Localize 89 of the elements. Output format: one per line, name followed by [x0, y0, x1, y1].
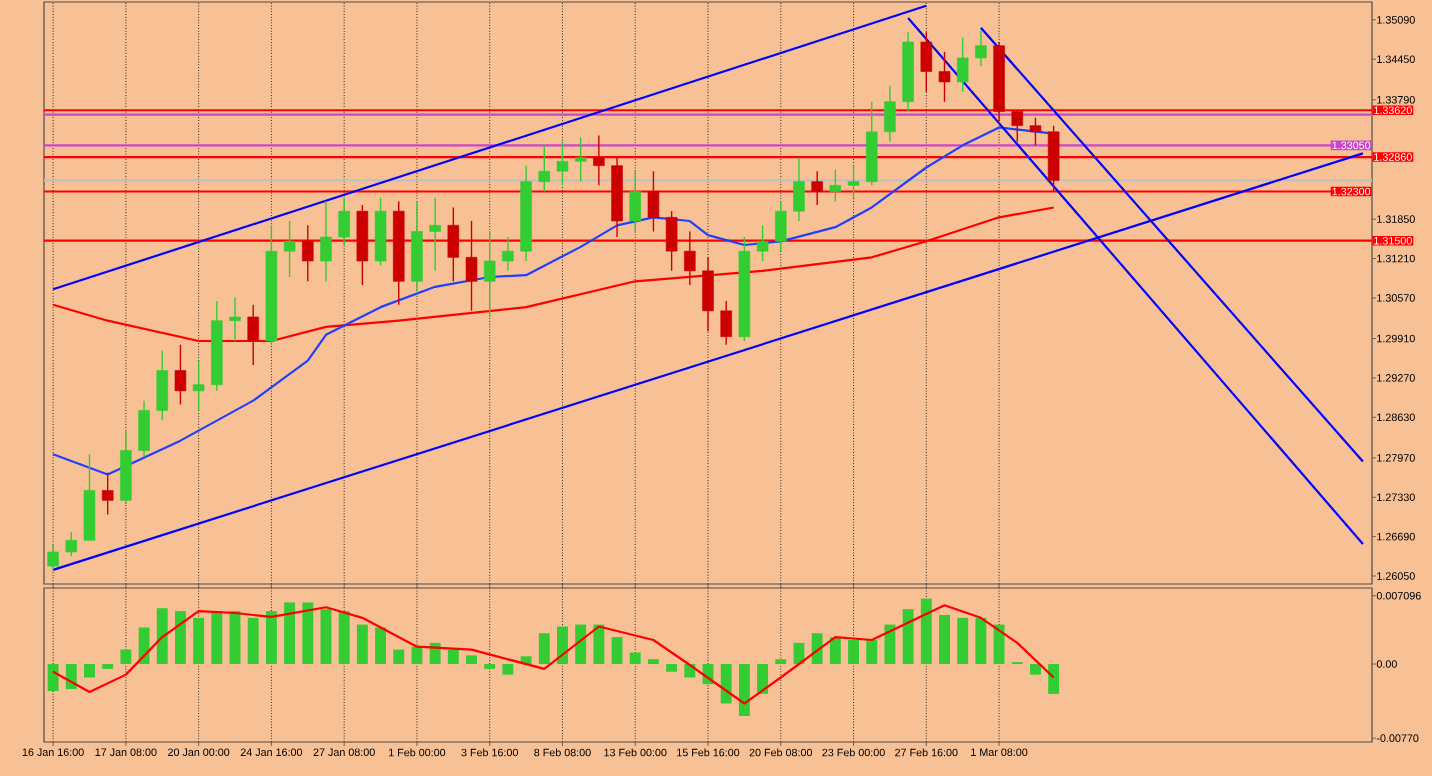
bar: [120, 649, 132, 665]
line-series: [51, 604, 1055, 705]
candlestick: [847, 164, 860, 199]
candlestick: [465, 220, 478, 312]
bar: [557, 626, 568, 665]
candlestick: [920, 31, 933, 93]
candlestick: [593, 134, 605, 187]
candlestick: [502, 236, 514, 272]
bar: [939, 614, 950, 665]
bar: [902, 609, 914, 665]
bar: [356, 624, 368, 665]
bar: [884, 624, 896, 665]
bar: [156, 608, 168, 665]
bar: [920, 598, 932, 665]
candlestick: [647, 170, 660, 233]
candlestick: [338, 196, 350, 246]
candlestick: [47, 543, 59, 571]
candlestick: [302, 224, 314, 282]
bar: [284, 602, 296, 665]
candlestick: [574, 136, 587, 183]
bar: [575, 624, 587, 665]
bar: [174, 611, 186, 665]
bar: [957, 617, 969, 665]
bar: [848, 639, 859, 665]
candlestick: [811, 170, 823, 206]
bar: [1030, 664, 1041, 675]
bar: [593, 624, 605, 665]
bar: [47, 664, 59, 691]
bar: [1048, 664, 1060, 694]
bar: [447, 649, 459, 665]
bar: [411, 646, 423, 665]
candlestick: [775, 200, 787, 252]
candlestick: [138, 399, 150, 458]
candlestick: [720, 300, 732, 346]
bar: [84, 664, 95, 678]
bar: [775, 659, 787, 665]
bar: [502, 664, 514, 675]
bar: [393, 649, 405, 665]
bar: [375, 627, 387, 665]
bar: [611, 637, 623, 665]
candlestick: [793, 156, 805, 222]
candlestick: [192, 359, 205, 412]
candlestick: [629, 170, 641, 233]
bar: [647, 659, 659, 665]
bar: [320, 609, 332, 665]
candlestick: [65, 531, 78, 558]
bar: [720, 664, 732, 704]
bar: [738, 664, 750, 717]
candlestick: [1029, 116, 1042, 147]
bar: [975, 617, 987, 665]
candlestick: [756, 224, 769, 262]
candlestick: [283, 220, 296, 278]
candlestick: [429, 196, 441, 272]
candlestick: [665, 210, 678, 272]
candlestick: [229, 296, 241, 342]
candlestick: [320, 200, 332, 282]
bar: [466, 655, 477, 665]
bar: [866, 639, 878, 665]
candlestick: [1011, 110, 1024, 143]
bar: [629, 652, 641, 665]
candlestick: [538, 144, 551, 193]
candlestick: [247, 303, 259, 366]
bar: [302, 602, 314, 665]
candlestick: [101, 471, 114, 516]
bar: [65, 664, 77, 690]
candlestick: [956, 36, 969, 93]
bar: [538, 633, 550, 665]
candlestick: [684, 230, 696, 286]
bar: [666, 664, 678, 672]
bar: [993, 624, 1005, 665]
bar: [247, 617, 259, 665]
candlestick: [884, 84, 896, 143]
candlestick: [829, 168, 842, 203]
bar: [757, 664, 769, 694]
candlestick: [174, 343, 187, 406]
bar: [338, 611, 350, 665]
bar: [811, 633, 823, 665]
bar: [265, 611, 277, 665]
candlestick: [702, 256, 714, 332]
candlestick: [938, 51, 951, 103]
candlestick: [156, 350, 168, 422]
candlestick: [447, 206, 460, 282]
bar: [211, 611, 223, 665]
candlestick: [483, 230, 496, 318]
candlestick: [556, 140, 569, 187]
bar: [829, 637, 841, 665]
bar: [138, 627, 150, 665]
candlestick: [975, 28, 987, 67]
bar: [193, 617, 205, 665]
